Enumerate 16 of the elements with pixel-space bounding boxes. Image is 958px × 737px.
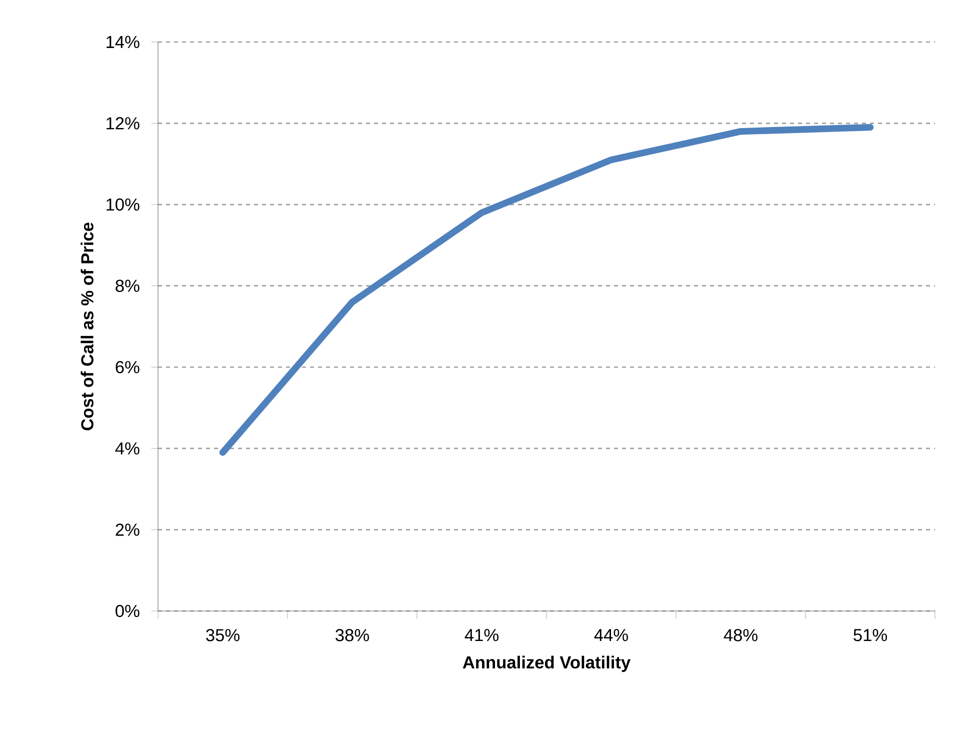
y-tick-label: 0% xyxy=(116,604,140,618)
y-tick-label: 8% xyxy=(116,280,140,292)
y-tick-label: 2% xyxy=(116,524,140,536)
x-tick-label: 48% xyxy=(724,629,758,642)
x-tick-label: 38% xyxy=(336,629,369,642)
y-axis-title: Cost of Call as % of Price xyxy=(80,222,94,430)
y-tick-label: 14% xyxy=(106,36,140,48)
y-tick-label: 12% xyxy=(106,117,140,130)
x-tick-label: 51% xyxy=(854,629,887,642)
y-tick-label: 6% xyxy=(116,360,140,374)
x-tick-label: 41% xyxy=(464,629,498,642)
x-tick-label: 35% xyxy=(206,629,240,642)
y-tick-label: 4% xyxy=(115,442,140,454)
x-tick-label: 44% xyxy=(594,629,628,642)
y-tick-label: 10% xyxy=(106,198,140,211)
x-axis-title: Annualized Volatility xyxy=(462,656,631,672)
